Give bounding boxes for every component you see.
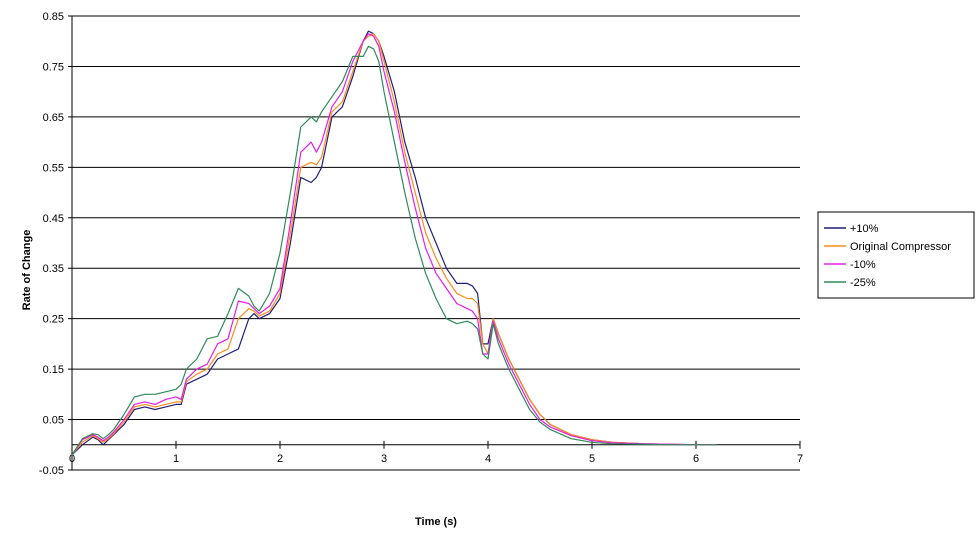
legend: +10% Original Compressor -10% -25% [817, 211, 975, 299]
y-tick-labels: -0.05 0.05 0.15 0.25 0.35 0.45 0.55 0.65 0.75 0.8… [39, 11, 64, 477]
y-tick-label: 0.35 [43, 263, 64, 275]
gridlines [72, 15, 800, 421]
legend-label: -25% [850, 277, 876, 289]
legend-box [817, 211, 975, 299]
x-tick-label: 3 [381, 453, 387, 465]
series-line [71, 33, 717, 456]
x-axis-label: Time (s) [415, 516, 457, 528]
y-tick-label: 0.15 [43, 364, 64, 376]
series-line [71, 45, 717, 456]
y-tick-label: 0.65 [43, 112, 64, 124]
y-tick-label: 0.85 [43, 11, 64, 23]
series-line [71, 33, 717, 456]
x-tick-label: 6 [693, 453, 699, 465]
y-tick-label: 0.25 [43, 314, 64, 326]
y-tick-label: 0.05 [43, 415, 64, 427]
x-tick-label: 5 [589, 453, 595, 465]
x-tick-label: 1 [173, 453, 179, 465]
x-tick-label: 2 [277, 453, 283, 465]
y-tick-label: 0.75 [43, 61, 64, 73]
x-tick-label: 7 [797, 453, 803, 465]
legend-label: Original Compressor [850, 241, 951, 253]
x-tick-label: 4 [485, 453, 491, 465]
x-tick-label: 0 [69, 453, 75, 465]
legend-label: -10% [850, 259, 876, 271]
y-tick-label: 0.55 [43, 162, 64, 174]
y-tick-label: 0.45 [43, 213, 64, 225]
y-axis-label: Rate of Change [21, 230, 33, 311]
y-tick-label: -0.05 [39, 465, 64, 477]
series-lines [71, 30, 717, 456]
legend-label: +10% [850, 223, 879, 235]
x-tick-labels: 0 1 2 3 4 5 6 7 [69, 453, 803, 465]
